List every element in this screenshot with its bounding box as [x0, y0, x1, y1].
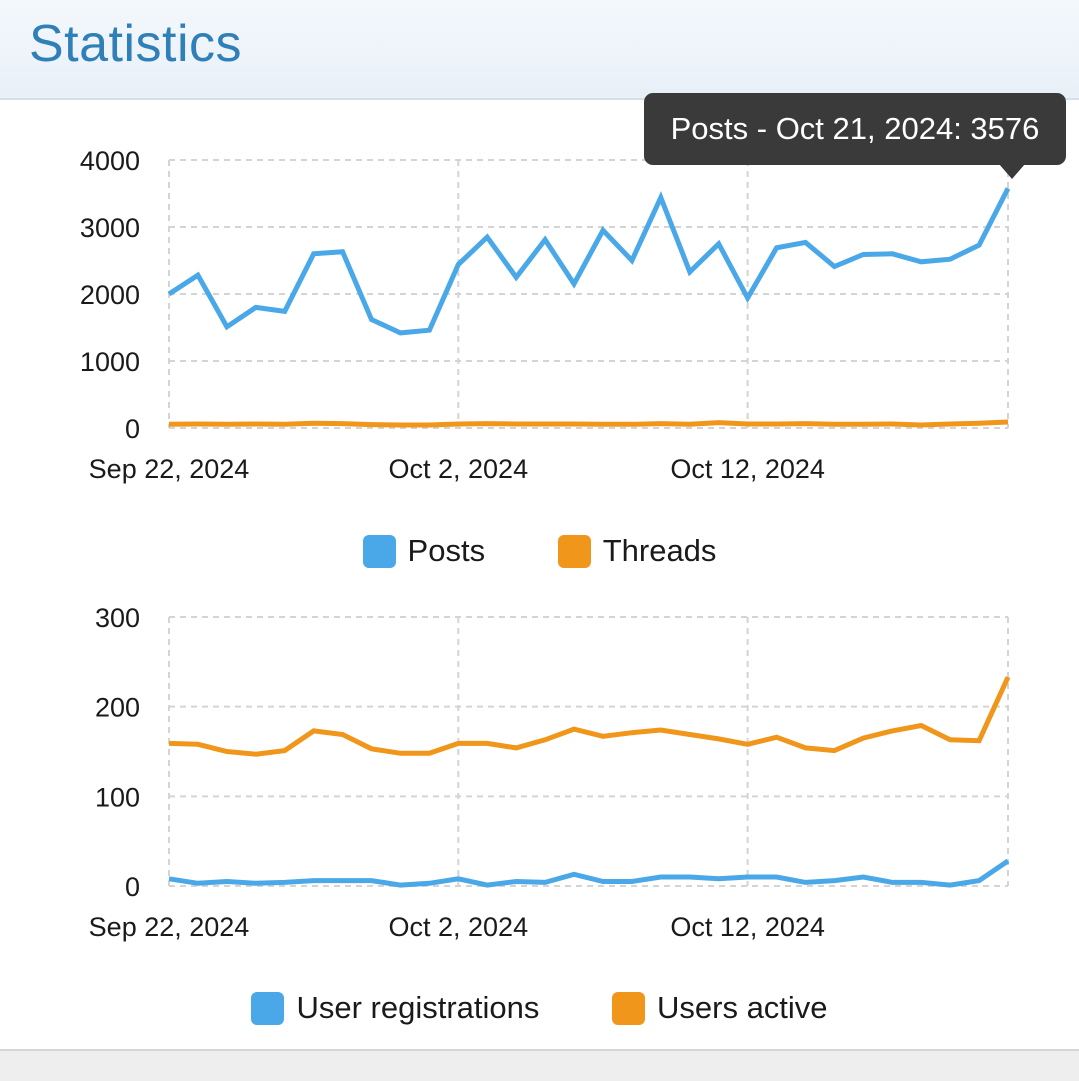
posts-threads-chart-svg: 0 1000 2000 3000 4000 Sep 22, 2024 Oct 2, 2024… [80, 146, 1011, 484]
legend-label-posts: Posts [407, 533, 486, 568]
legend-label-users-active: Users active [657, 990, 828, 1025]
x-tick-label: Sep 22, 2024 [89, 912, 250, 942]
posts-threads-legend: Posts Threads [0, 533, 1079, 576]
legend-label-user-registrations: User registrations [296, 990, 540, 1025]
legend-label-threads: Threads [602, 533, 717, 568]
y-tick-label: 0 [125, 872, 140, 902]
series-line-user-registrations[interactable] [168, 858, 1010, 888]
y-tick-label: 4000 [80, 146, 140, 176]
legend-item-users-active[interactable]: Users active [612, 990, 828, 1026]
y-tick-label: 2000 [80, 280, 140, 310]
series-line-posts[interactable] [167, 187, 1011, 336]
legend-item-threads[interactable]: Threads [557, 533, 717, 569]
page-header: Statistics [0, 0, 1079, 100]
series-line-threads[interactable] [168, 419, 1009, 428]
y-tick-label: 300 [95, 603, 140, 633]
x-tick-label: Oct 2, 2024 [389, 912, 529, 942]
legend-item-user-registrations[interactable]: User registrations [251, 990, 539, 1026]
x-tick-label: Sep 22, 2024 [89, 454, 250, 484]
y-tick-label: 0 [125, 414, 140, 444]
page-title: Statistics [29, 15, 243, 73]
y-tick-label: 3000 [80, 213, 140, 243]
legend-swatch-user-registrations [251, 991, 285, 1025]
x-tick-label: Oct 12, 2024 [670, 454, 825, 484]
x-tick-label: Oct 12, 2024 [670, 912, 825, 942]
legend-item-posts[interactable]: Posts [362, 533, 486, 569]
tooltip-arrow-icon [999, 164, 1025, 179]
chart-tooltip: Posts - Oct 21, 2024: 3576 [644, 93, 1066, 165]
series-line-users-active[interactable] [168, 676, 1011, 757]
y-tick-label: 200 [95, 693, 140, 723]
legend-swatch-users-active [612, 991, 645, 1025]
y-tick-label: 100 [95, 782, 140, 812]
users-chart: 0 100 200 300 Sep 22, 2024 Oct 2, 2024 Oct 12,… [0, 580, 1079, 980]
users-chart-svg: 0 100 200 300 Sep 22, 2024 Oct 2, 2024 Oct 12,… [89, 603, 1011, 942]
posts-threads-chart: 0 1000 2000 3000 4000 Sep 22, 2024 Oct 2, 2024… [0, 0, 1079, 500]
legend-swatch-threads [557, 534, 591, 568]
footer-bar [0, 1049, 1079, 1081]
legend-swatch-posts [362, 534, 396, 568]
x-tick-label: Oct 2, 2024 [389, 454, 529, 484]
users-legend: User registrations Users active [0, 990, 1079, 1033]
y-tick-label: 1000 [80, 347, 140, 377]
